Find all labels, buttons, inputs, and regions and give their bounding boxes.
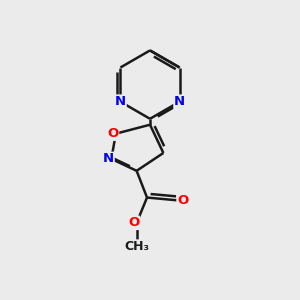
Text: N: N <box>174 95 185 108</box>
Text: N: N <box>115 95 126 108</box>
Text: O: O <box>128 216 139 229</box>
Text: N: N <box>103 152 114 165</box>
Text: CH₃: CH₃ <box>124 240 149 253</box>
Text: O: O <box>177 194 188 207</box>
Text: O: O <box>107 127 118 140</box>
